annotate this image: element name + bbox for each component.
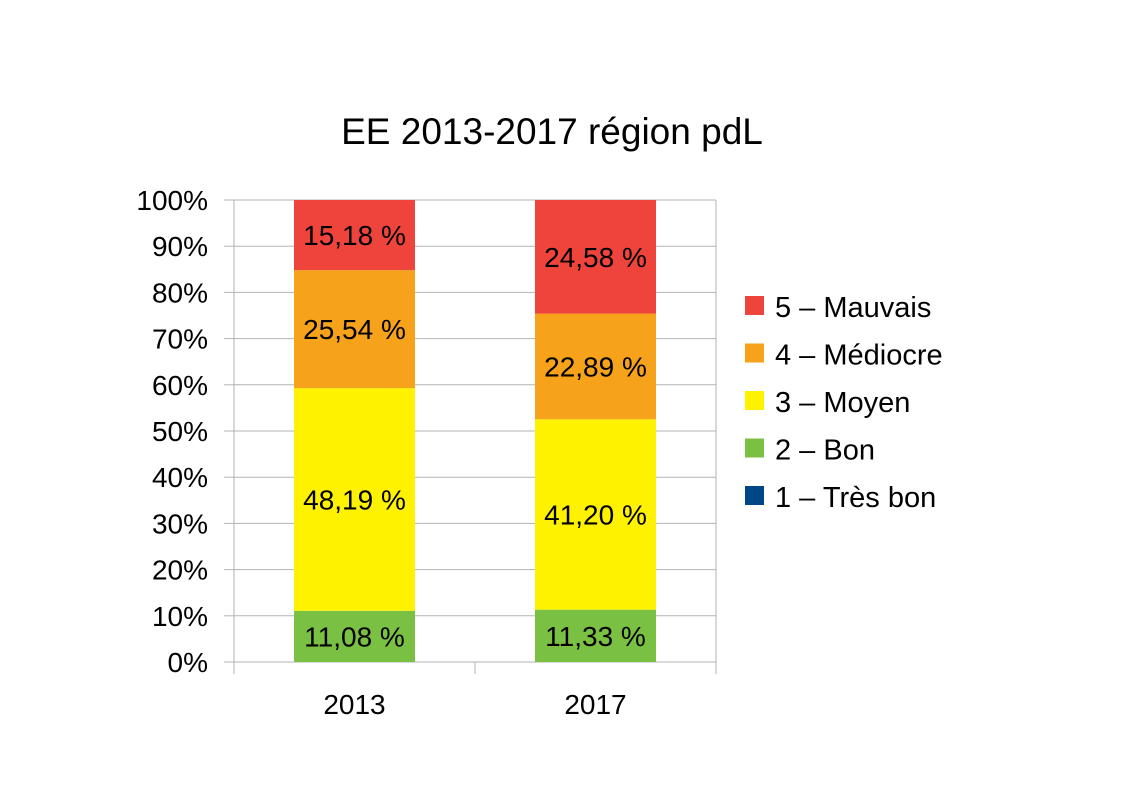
- legend-label: 5 – Mauvais: [775, 292, 931, 324]
- y-tick-label: 50%: [152, 416, 208, 447]
- data-label: 24,58 %: [544, 242, 647, 273]
- data-label: 48,19 %: [303, 484, 406, 515]
- y-tick-label: 0%: [168, 647, 208, 678]
- x-tick-label: 2017: [564, 689, 626, 720]
- legend-label: 3 – Moyen: [775, 387, 910, 419]
- bar-segment: [294, 270, 415, 389]
- y-tick-label: 30%: [152, 508, 208, 539]
- bar-segment: [535, 313, 656, 420]
- legend-swatch: [745, 343, 764, 363]
- y-tick-label: 80%: [152, 277, 208, 308]
- y-tick-label: 100%: [136, 185, 208, 216]
- y-tick-label: 60%: [152, 370, 208, 401]
- legend-label: 1 – Très bon: [775, 482, 936, 514]
- x-axis-labels: 2013 2017: [323, 689, 626, 720]
- data-label: 11,33 %: [545, 621, 646, 652]
- chart-title: EE 2013-2017 région pdL: [341, 111, 763, 152]
- legend-label: 2 – Bon: [775, 435, 875, 467]
- y-tick-label: 90%: [152, 231, 208, 262]
- data-label: 25,54 %: [303, 314, 406, 345]
- data-label: 11,08 %: [304, 621, 405, 652]
- y-tick-label: 40%: [152, 462, 208, 493]
- data-label: 15,18 %: [303, 220, 406, 251]
- legend-swatch: [745, 391, 764, 410]
- bar-segment: [294, 200, 415, 271]
- y-axis-ticks: 0% 10% 20% 30% 40% 50% 60% 70% 80% 90% 100%: [136, 185, 208, 678]
- legend-swatch: [745, 296, 764, 315]
- legend: 5 – Mauvais 4 – Médiocre 3 – Moyen 2 – Bon 1…: [745, 292, 943, 514]
- x-tick-label: 2013: [323, 689, 385, 720]
- bar-segment: [535, 419, 656, 610]
- y-tick-label: 10%: [152, 601, 208, 632]
- bars: 11,08 % 48,19 % 25,54 % 15,18 % 11,33 % 41,20…: [294, 200, 656, 662]
- bar-segment: [535, 609, 656, 662]
- data-label: 41,20 %: [544, 499, 647, 530]
- legend-swatch: [745, 438, 764, 458]
- legend-label: 4 – Médiocre: [775, 340, 943, 372]
- bar-segment: [294, 610, 415, 662]
- legend-swatch: [745, 486, 764, 505]
- data-label: 22,89 %: [544, 351, 647, 382]
- y-tick-label: 70%: [152, 324, 208, 355]
- bar-segment: [294, 388, 415, 611]
- bar-segment: [535, 200, 656, 314]
- y-tick-label: 20%: [152, 555, 208, 586]
